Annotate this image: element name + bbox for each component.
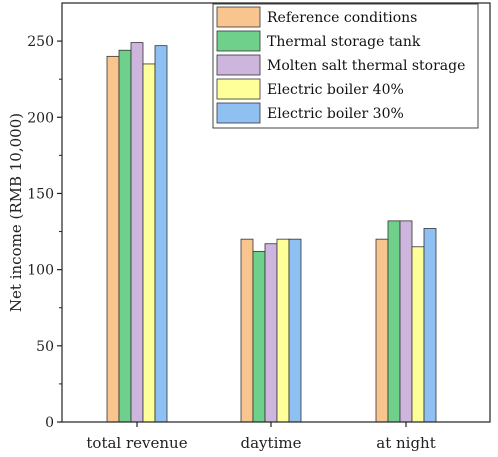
y-tick-label: 150 [27, 186, 54, 202]
bar-molten-salt-thermal-storage-total-revenue [130, 42, 144, 423]
y-tick-label: 100 [27, 263, 54, 279]
bar-reference-conditions-daytime [240, 238, 254, 423]
y-tick-label: 200 [27, 110, 54, 126]
bar-thermal-storage-tank-total-revenue [118, 49, 132, 423]
bar-electric-boiler-40--at-night [411, 246, 425, 423]
y-tick-label: 250 [27, 34, 54, 50]
legend-swatch [216, 78, 261, 100]
bar-electric-boiler-30--at-night [423, 228, 437, 423]
bar-thermal-storage-tank-at-night [387, 220, 401, 423]
plot-frame [61, 2, 491, 423]
bar-electric-boiler-40--total-revenue [142, 63, 156, 423]
bar-molten-salt-thermal-storage-at-night [399, 220, 413, 423]
bar-electric-boiler-30--total-revenue [154, 45, 168, 423]
y-axis-title: Net income (RMB 10,000) [7, 113, 25, 312]
y-tick-label: 50 [36, 339, 54, 355]
bar-thermal-storage-tank-daytime [252, 250, 266, 423]
legend: Reference conditions Thermal storage tank… [212, 3, 479, 129]
bar-electric-boiler-40--daytime [276, 238, 290, 423]
legend-label: Electric boiler 40% [267, 82, 404, 98]
legend-swatch [216, 102, 261, 124]
bars-group [106, 42, 437, 423]
legend-label: Thermal storage tank [267, 34, 421, 50]
bar-reference-conditions-at-night [375, 238, 389, 423]
legend-label: Reference conditions [267, 10, 417, 26]
legend-swatch [216, 54, 261, 76]
x-tick-label: daytime [241, 434, 302, 452]
legend-label: Molten salt thermal storage [267, 58, 465, 74]
x-tick-label: total revenue [86, 434, 187, 452]
legend-swatch [216, 6, 261, 28]
x-axis: total revenue daytime at night [86, 422, 436, 452]
y-tick-label: 0 [45, 415, 54, 431]
bar-electric-boiler-30--daytime [288, 238, 302, 423]
y-axis: 0 50 100 150 200 250 [27, 34, 62, 431]
x-tick-label: at night [376, 434, 436, 452]
legend-swatch [216, 30, 261, 52]
bar-molten-salt-thermal-storage-daytime [264, 243, 278, 423]
bar-reference-conditions-total-revenue [106, 55, 120, 423]
legend-label: Electric boiler 30% [267, 106, 404, 122]
